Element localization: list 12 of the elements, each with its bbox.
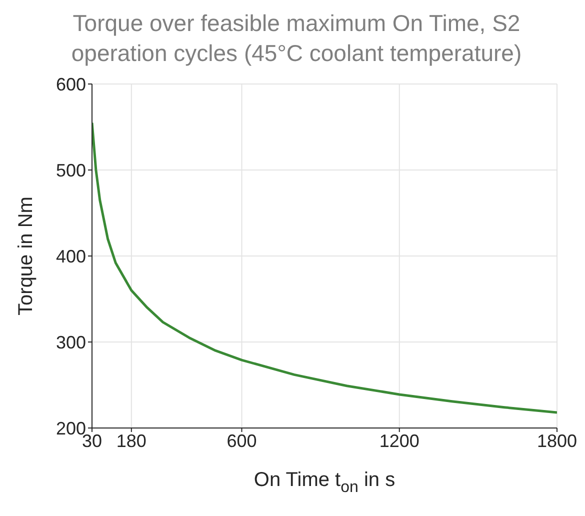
line-series xyxy=(92,121,557,414)
y-tick-label: 500 xyxy=(56,160,86,180)
x-tick-label: 180 xyxy=(116,430,146,451)
y-tick-label: 300 xyxy=(56,332,86,352)
x-tick-label: 1800 xyxy=(536,430,578,451)
x-axis-title: On Time t$_{on}$ in s xyxy=(254,469,396,496)
y-axis-title: Torque in Nm xyxy=(15,196,37,316)
y-tick-label: 400 xyxy=(56,246,86,266)
x-tick-label: 600 xyxy=(226,430,257,451)
x-tick-label: 1200 xyxy=(379,430,420,451)
chart-title: Torque over feasible maximum On Time, S2 operation cycles (45°C coolant temperature) xyxy=(70,9,523,68)
y-tick-label: 600 xyxy=(56,74,86,94)
